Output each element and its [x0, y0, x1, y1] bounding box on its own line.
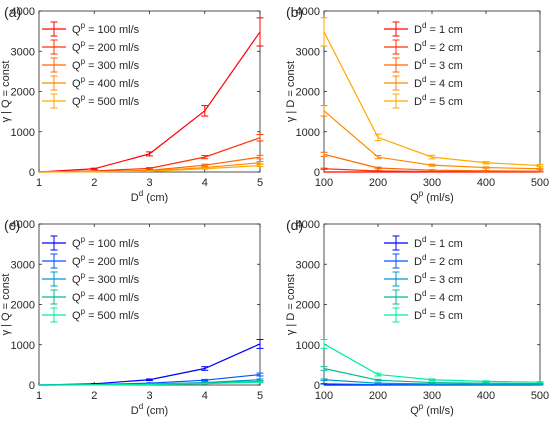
x-axis-label: Qp (ml/s) [410, 402, 454, 417]
x-tick-label: 1 [36, 177, 42, 189]
legend-entry-label: Dd = 2 cm [414, 253, 463, 268]
x-tick-label: 200 [369, 177, 387, 189]
y-tick-label: 1000 [11, 340, 35, 352]
legend-entry-label: Qp = 100 ml/s [72, 21, 140, 36]
y-tick-label: 4000 [296, 6, 320, 18]
legend-entry-label: Qp = 200 ml/s [72, 39, 140, 54]
y-tick-label: 3000 [296, 259, 320, 271]
x-tick-label: 4 [202, 177, 208, 189]
legend-entry-label: Qp = 100 ml/s [72, 235, 140, 250]
x-tick-label: 5 [257, 177, 263, 189]
x-axis-label: Dd (cm) [131, 402, 168, 417]
legend-entry-label: Dd = 2 cm [414, 39, 463, 54]
series-5 [38, 381, 264, 386]
x-tick-label: 1 [36, 390, 42, 402]
x-tick-label: 4 [202, 390, 208, 402]
series-3 [320, 378, 544, 386]
legend: Dd = 1 cm Dd = 2 cm Dd = 3 cm Dd = 4 cm Dd =… [384, 21, 463, 109]
series-4 [320, 105, 544, 170]
x-tick-label: 400 [477, 177, 495, 189]
x-tick-label: 3 [146, 390, 152, 402]
y-tick-label: 0 [314, 380, 320, 392]
legend-entry-label: Dd = 4 cm [414, 75, 463, 90]
series-5 [38, 164, 264, 173]
x-tick-label: 100 [315, 177, 333, 189]
x-tick-label: 2 [91, 177, 97, 189]
y-tick-label: 4000 [11, 219, 35, 231]
y-tick-label: 4000 [11, 6, 35, 18]
y-tick-label: 1000 [296, 340, 320, 352]
x-tick-label: 200 [369, 390, 387, 402]
legend-entry-label: Dd = 4 cm [414, 289, 463, 304]
x-tick-label: 400 [477, 390, 495, 402]
x-tick-label: 100 [315, 390, 333, 402]
y-tick-label: 0 [29, 167, 35, 179]
y-tick-label: 1000 [296, 127, 320, 139]
y-tick-label: 1000 [11, 127, 35, 139]
chart-panel-b: (b) 0 1000 2000 3000 4000 100 200 300 400 500 Qp (m… [285, 4, 549, 204]
legend-entry-label: Dd = 1 cm [414, 21, 463, 36]
series-line [323, 343, 541, 383]
chart-panel-a: (a) 0 1000 2000 3000 4000 1 2 3 4 5 Dd (cm) γ | Q = … [0, 4, 264, 204]
series-4 [320, 366, 544, 385]
legend-entry-label: Dd = 5 cm [414, 93, 463, 108]
chart-panel-c: (c) 0 1000 2000 3000 4000 1 2 3 4 5 Dd (cm) γ | Q = … [0, 217, 264, 417]
x-axis-label: Qp (ml/s) [410, 189, 454, 204]
legend-entry-label: Dd = 5 cm [414, 307, 463, 322]
y-tick-label: 4000 [296, 219, 320, 231]
x-tick-label: 5 [257, 390, 263, 402]
x-tick-label: 2 [91, 390, 97, 402]
y-tick-label: 2000 [11, 87, 35, 99]
y-tick-label: 3000 [11, 46, 35, 58]
panel-tag: (a) [4, 4, 21, 20]
legend: Qp = 100 ml/s Qp = 200 ml/s Qp = 300 ml/s Q… [42, 235, 140, 323]
legend-entry-label: Qp = 400 ml/s [72, 75, 140, 90]
y-axis-label: γ | Q = const [0, 274, 12, 336]
y-tick-label: 2000 [296, 300, 320, 312]
y-axis-label: γ | D = const [285, 274, 297, 335]
x-tick-label: 500 [531, 390, 549, 402]
series-line [323, 110, 541, 170]
legend-entry-label: Qp = 500 ml/s [72, 93, 140, 108]
legend-entry-label: Dd = 3 cm [414, 57, 463, 72]
series-5 [320, 339, 544, 384]
y-axis-label: γ | Q = const [0, 61, 12, 123]
panel-tag: (b) [286, 4, 303, 20]
y-tick-label: 3000 [11, 259, 35, 271]
series-1 [38, 17, 264, 173]
legend-entry-label: Qp = 500 ml/s [72, 307, 140, 322]
y-tick-label: 3000 [296, 46, 320, 58]
x-tick-label: 300 [423, 390, 441, 402]
legend: Qp = 100 ml/s Qp = 200 ml/s Qp = 300 ml/s Q… [42, 21, 140, 109]
legend-entry-label: Qp = 300 ml/s [72, 57, 140, 72]
y-axis-label: γ | D = const [285, 61, 297, 122]
series-3 [320, 151, 544, 172]
x-tick-label: 500 [531, 177, 549, 189]
x-tick-label: 3 [146, 177, 152, 189]
legend-entry-label: Dd = 1 cm [414, 235, 463, 250]
x-axis-label: Dd (cm) [131, 189, 168, 204]
y-tick-label: 2000 [11, 300, 35, 312]
legend-entry-label: Dd = 3 cm [414, 271, 463, 286]
panel-tag: (d) [286, 217, 303, 233]
series-5 [320, 17, 544, 168]
legend-entry-label: Qp = 400 ml/s [72, 289, 140, 304]
y-tick-label: 0 [29, 380, 35, 392]
legend-entry-label: Qp = 300 ml/s [72, 271, 140, 286]
chart-panel-d: (d) 0 1000 2000 3000 4000 100 200 300 400 500 Qp (m… [285, 217, 549, 417]
x-tick-label: 300 [423, 177, 441, 189]
y-tick-label: 2000 [296, 87, 320, 99]
panel-tag: (c) [4, 217, 20, 233]
y-tick-label: 0 [314, 167, 320, 179]
legend-entry-label: Qp = 200 ml/s [72, 253, 140, 268]
legend: Dd = 1 cm Dd = 2 cm Dd = 3 cm Dd = 4 cm Dd =… [384, 235, 463, 323]
